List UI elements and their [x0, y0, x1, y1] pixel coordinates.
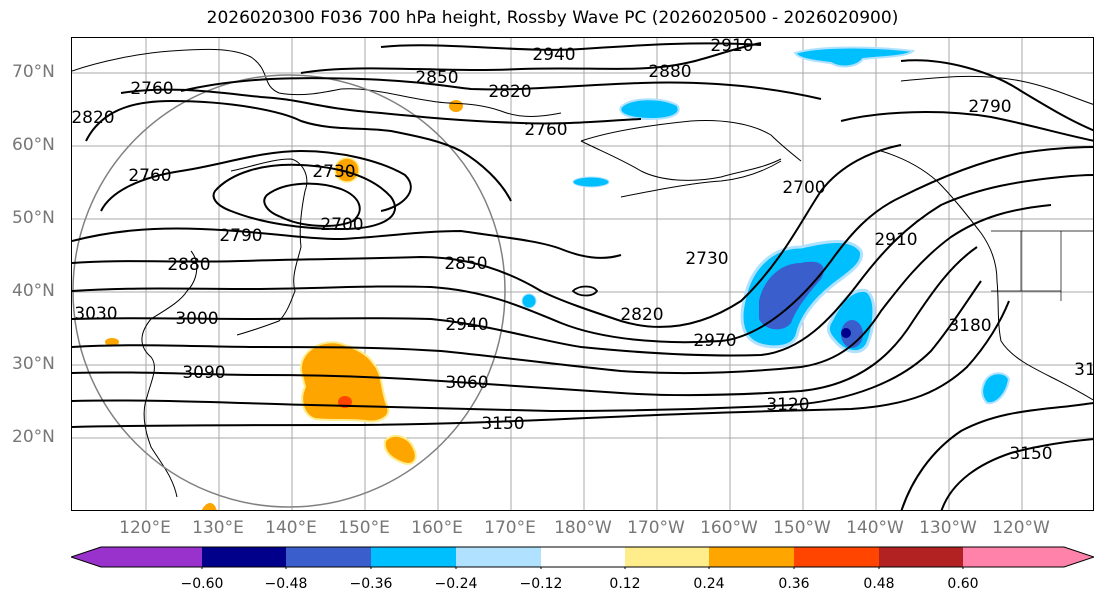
colorbar-tick: 0.60 [947, 576, 979, 592]
contour-label: 2820 [488, 82, 531, 102]
coastlines [72, 48, 1093, 498]
lon-label: 120°W [992, 518, 1050, 538]
colorbar-tick: −0.12 [519, 576, 563, 592]
contour-label: 2970 [693, 331, 736, 351]
contour-label: 2700 [782, 178, 825, 198]
contour-label: 3180 [948, 316, 991, 336]
negative-anomaly-region [981, 372, 1011, 405]
contour-label: 2880 [648, 62, 691, 82]
height-contours [72, 42, 1093, 510]
contour-label: 2910 [710, 38, 753, 56]
positive-anomaly-region [105, 338, 119, 346]
contour-label: 3030 [74, 304, 117, 324]
colorbar-tick: 0.48 [863, 576, 895, 592]
contour-label: 2700 [320, 215, 363, 235]
colorbar-tick: −0.60 [180, 576, 224, 592]
colorbar-tick: 0.36 [778, 576, 810, 592]
colorbar-segment [709, 547, 794, 567]
contour-label: 2820 [620, 305, 663, 325]
contour-label: 3090 [182, 363, 225, 383]
contour-label: 2850 [415, 68, 458, 88]
colorbar [71, 546, 1094, 569]
lon-label: 130°E [192, 518, 244, 538]
contour-label: 3000 [175, 309, 218, 329]
lat-label-70n: 70°N [12, 62, 55, 82]
strong-negative-anomaly [841, 328, 851, 338]
lat-label-20n: 20°N [12, 427, 55, 447]
colorbar-tick: 0.24 [693, 576, 725, 592]
contour-label: 31 [1074, 360, 1094, 380]
negative-anomaly-region [521, 293, 537, 309]
contour-label: 3120 [766, 395, 809, 415]
map-title: 2026020300 F036 700 hPa height, Rossby W… [206, 8, 899, 28]
lon-label: 160°W [700, 518, 758, 538]
positive-anomaly-region [449, 100, 463, 112]
positive-anomaly-region [383, 434, 417, 465]
contour-labels: 2940 2880 2910 2850 2820 2760 2820 2760 … [72, 38, 1094, 464]
lat-label-50n: 50°N [12, 208, 55, 228]
anomaly-shading [105, 46, 1011, 510]
negative-anomaly-region [572, 176, 610, 188]
colorbar-tick: −0.36 [349, 576, 393, 592]
contour-label: 3060 [445, 373, 488, 393]
contour-label: 2790 [219, 226, 262, 246]
lon-label: 140°W [846, 518, 904, 538]
lon-label: 160°E [411, 518, 463, 538]
colorbar-segment [202, 547, 286, 567]
contour-label: 2880 [167, 255, 210, 275]
colorbar-outline [71, 546, 1094, 568]
lat-label-40n: 40°N [12, 281, 55, 301]
colorbar-segment [541, 547, 625, 567]
contour-label: 2730 [312, 162, 355, 182]
colorbar-segment [879, 547, 963, 567]
colorbar-tick: −0.24 [434, 576, 478, 592]
colorbar-segment [371, 547, 456, 567]
lon-label: 120°E [119, 518, 171, 538]
colorbar-segment [71, 547, 202, 567]
contour-label: 2850 [444, 254, 487, 274]
lon-label: 180°W [554, 518, 612, 538]
lat-label-60n: 60°N [12, 135, 55, 155]
contour-label: 2790 [968, 97, 1011, 117]
contour-label: 2730 [685, 249, 728, 269]
contour-label: 2760 [524, 120, 567, 140]
colorbar-segment [794, 547, 879, 567]
graticule [72, 38, 1093, 510]
contour-label: 2820 [72, 108, 115, 128]
colorbar-segment [286, 547, 371, 567]
lon-label: 170°E [484, 518, 536, 538]
contour-label: 2940 [532, 45, 575, 65]
contour-label: 2940 [445, 315, 488, 335]
negative-anomaly-region [793, 46, 916, 68]
map-canvas: 2940 2880 2910 2850 2820 2760 2820 2760 … [72, 38, 1094, 510]
colorbar-segment [963, 547, 1094, 567]
map-panel: 2940 2880 2910 2850 2820 2760 2820 2760 … [71, 37, 1094, 511]
negative-anomaly-region [619, 98, 680, 121]
reference-circle [72, 74, 506, 508]
colorbar-segment [456, 547, 541, 567]
contour-label: 3150 [481, 414, 524, 434]
contour-label: 2760 [128, 166, 171, 186]
lon-label: 150°W [773, 518, 831, 538]
contour-label: 3150 [1009, 444, 1052, 464]
colorbar-tick: 0.12 [609, 576, 641, 592]
contour-label: 2760 [130, 79, 173, 99]
lat-label-30n: 30°N [12, 354, 55, 374]
lon-label: 150°E [338, 518, 390, 538]
lon-label: 170°W [627, 518, 685, 538]
lon-label: 140°E [265, 518, 317, 538]
colorbar-tick: −0.48 [264, 576, 308, 592]
contour-label: 2910 [874, 230, 917, 250]
lon-label: 130°W [919, 518, 977, 538]
colorbar-segment [625, 547, 709, 567]
moderate-negative-anomaly [759, 261, 824, 330]
positive-anomaly-region [299, 341, 390, 423]
positive-anomaly-region [201, 503, 217, 510]
